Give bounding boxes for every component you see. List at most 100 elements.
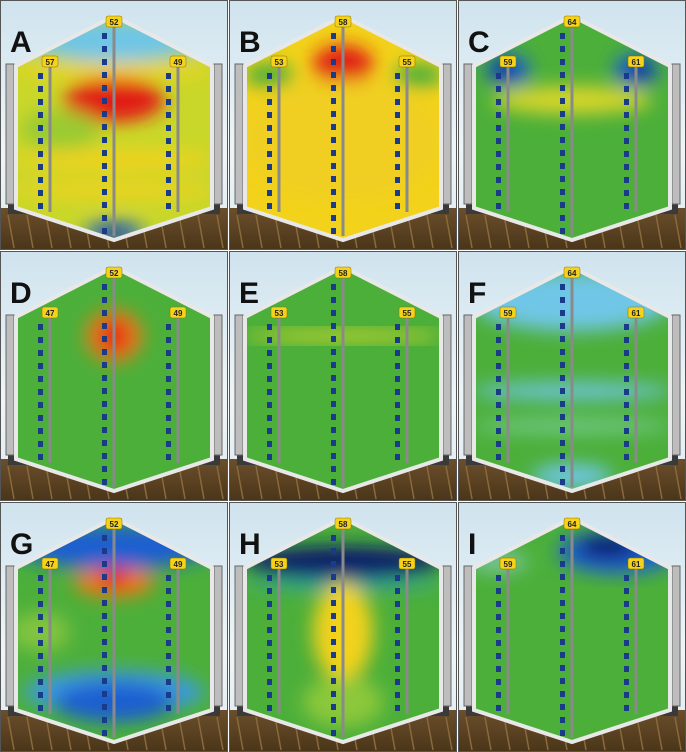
sensor — [560, 215, 565, 221]
sensor — [38, 653, 43, 659]
sensor — [395, 428, 400, 434]
sensor — [331, 388, 336, 394]
sensor — [267, 402, 272, 408]
cable-tag-bg — [334, 517, 352, 530]
sensor — [624, 679, 629, 685]
sensor — [267, 350, 272, 356]
sensor — [102, 535, 107, 541]
sensor — [395, 627, 400, 633]
sensor — [331, 427, 336, 433]
sensor — [102, 652, 107, 658]
sensor — [560, 479, 565, 485]
panel: 59 64 61 C — [458, 0, 686, 250]
sensor — [560, 150, 565, 156]
sensor — [395, 190, 400, 196]
sensor — [102, 124, 107, 130]
sensor — [166, 125, 171, 131]
cable-tag: 47 — [46, 309, 55, 318]
sensor — [166, 73, 171, 79]
sensor — [38, 601, 43, 607]
sensor — [624, 190, 629, 196]
sensor — [496, 164, 501, 170]
cable-tag-bg — [169, 55, 187, 68]
sensor — [331, 85, 336, 91]
sensor — [395, 125, 400, 131]
sensor — [395, 705, 400, 711]
grass — [674, 716, 682, 751]
grass — [655, 716, 663, 751]
panel-letter: C — [468, 26, 490, 59]
sensor — [166, 679, 171, 685]
sensor — [560, 665, 565, 671]
sensor — [395, 415, 400, 421]
cable-tag-bg — [169, 306, 187, 319]
cable-tag-bg — [627, 55, 645, 68]
sensor — [267, 601, 272, 607]
sensor — [102, 613, 107, 619]
grass — [197, 716, 205, 751]
sensor — [166, 705, 171, 711]
sensor — [267, 324, 272, 330]
sensor — [102, 453, 107, 459]
sensor — [560, 561, 565, 567]
silo-outline — [243, 13, 443, 243]
sensor — [102, 59, 107, 65]
sensor — [496, 177, 501, 183]
cable-tag-bg — [41, 55, 59, 68]
panel: 59 64 61 F — [458, 251, 686, 501]
grass — [7, 465, 15, 500]
sensor — [102, 401, 107, 407]
sensor — [267, 363, 272, 369]
sensor — [38, 692, 43, 698]
sensor — [395, 324, 400, 330]
sensor — [395, 666, 400, 672]
sensor — [624, 112, 629, 118]
sensor — [38, 376, 43, 382]
sensor — [560, 349, 565, 355]
sensor — [102, 150, 107, 156]
cable-tag: 53 — [275, 309, 284, 318]
sensor — [560, 414, 565, 420]
sensor — [331, 59, 336, 65]
sensor — [624, 588, 629, 594]
cable-tag: 55 — [403, 309, 412, 318]
sensor — [102, 561, 107, 567]
sensor — [331, 111, 336, 117]
sensor — [38, 324, 43, 330]
sensor — [267, 428, 272, 434]
sensor — [102, 678, 107, 684]
grass — [197, 465, 205, 500]
cable-tag: 61 — [632, 58, 641, 67]
sensor — [560, 730, 565, 736]
sensor — [624, 389, 629, 395]
sensor — [38, 428, 43, 434]
sensor — [395, 363, 400, 369]
sensor — [331, 639, 336, 645]
sensor — [560, 362, 565, 368]
sensor — [102, 349, 107, 355]
grass — [445, 465, 453, 500]
cable-tag: 49 — [174, 58, 183, 67]
sensor — [331, 150, 336, 156]
sensor — [38, 151, 43, 157]
wall-left — [5, 63, 15, 205]
sensor — [496, 692, 501, 698]
sensor — [496, 640, 501, 646]
grass — [503, 716, 511, 751]
sensor — [267, 99, 272, 105]
sensor — [102, 176, 107, 182]
sensor — [166, 627, 171, 633]
cable-tag: 64 — [568, 520, 577, 529]
panel-border — [229, 251, 457, 501]
sensor — [166, 203, 171, 209]
sensor — [560, 124, 565, 130]
cable-tag-bg — [334, 15, 352, 28]
wall-right — [213, 63, 223, 205]
wall-left — [463, 565, 473, 707]
sensor — [560, 401, 565, 407]
silo-outline — [472, 515, 672, 745]
sensor — [166, 666, 171, 672]
sensor — [624, 454, 629, 460]
sensor — [496, 337, 501, 343]
cable-tag: 55 — [403, 560, 412, 569]
